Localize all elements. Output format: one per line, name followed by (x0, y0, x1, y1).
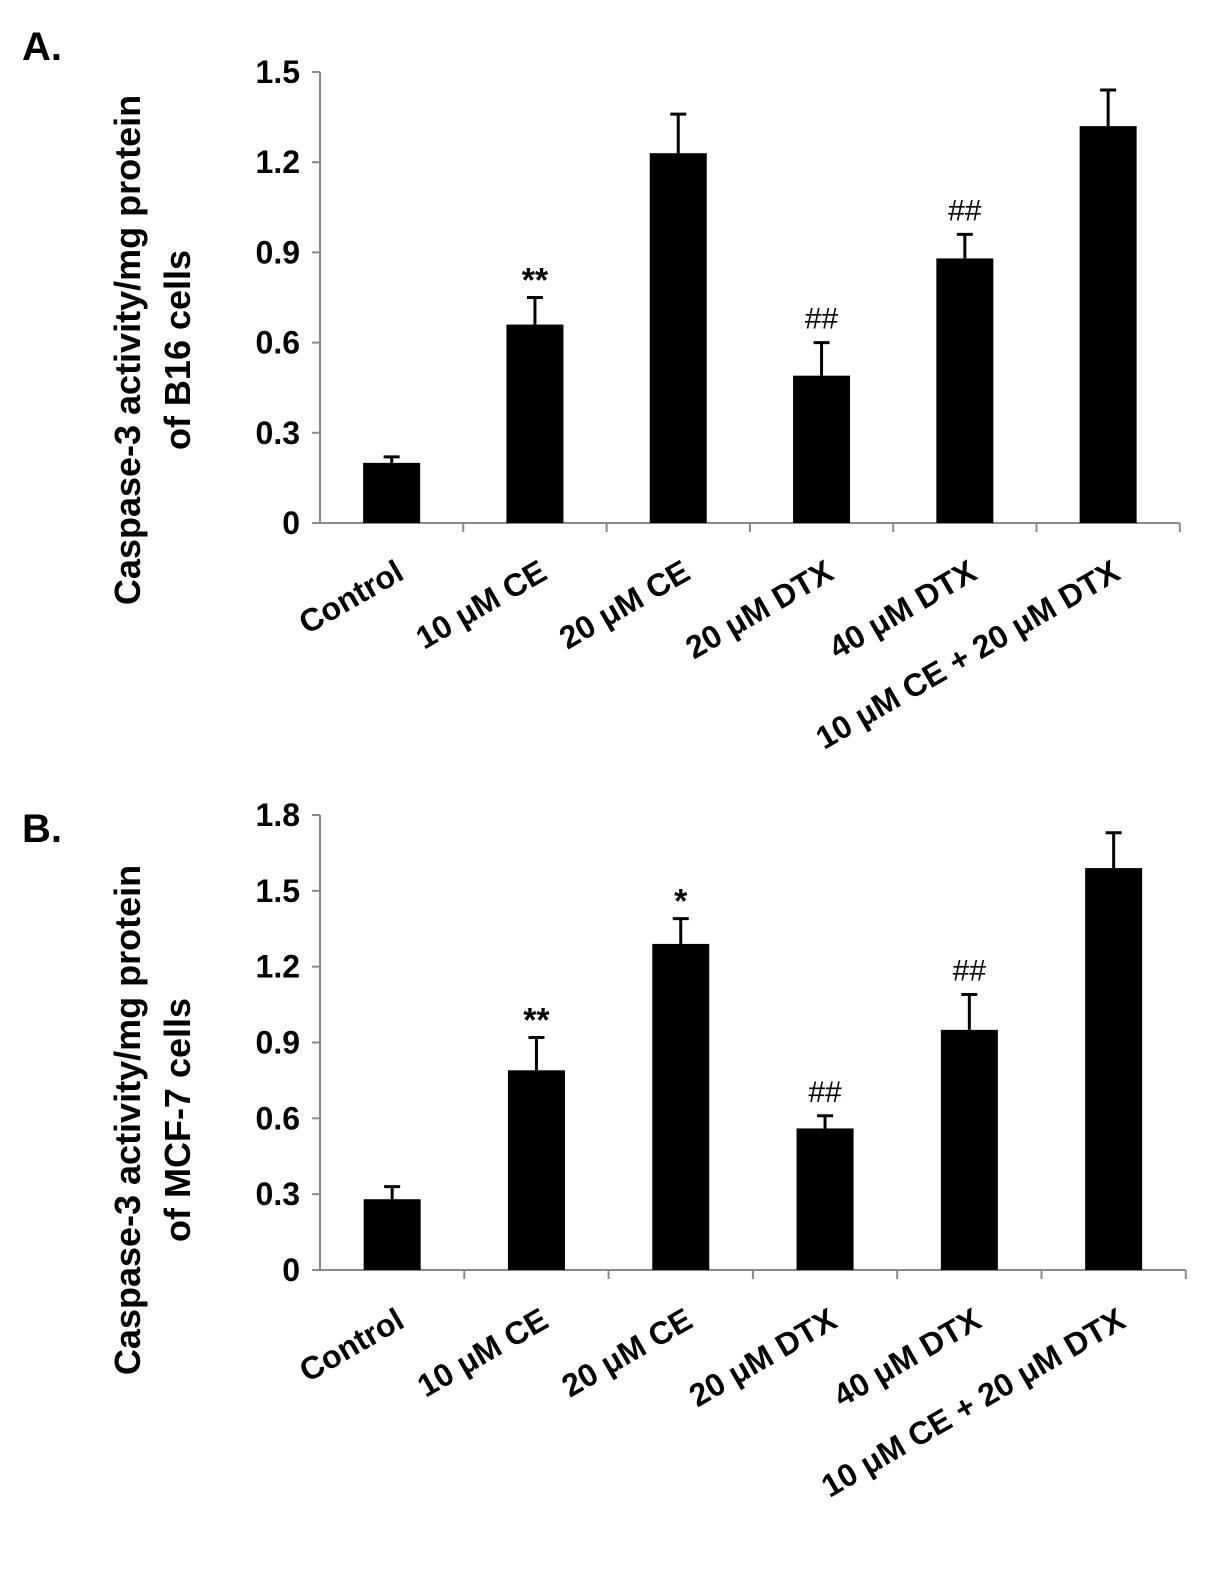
panel-b-significance-label: ## (808, 1076, 842, 1109)
panel-b-category-label: 10 μM CE (411, 1301, 554, 1404)
panel-b-bar (363, 1199, 421, 1270)
panel-a-bar (793, 375, 851, 523)
panel-b-y-title-line2: of MCF-7 cells (157, 998, 198, 1242)
panel-a-category-label: 10 μM CE (410, 553, 553, 656)
panel-b-significance-label: * (674, 883, 688, 921)
panel-a-y-tick-label: 1.5 (256, 54, 300, 90)
panel-a-bar (936, 258, 994, 523)
panel-b-category-label: 20 μM DTX (683, 1301, 843, 1414)
panel-b-bar (652, 943, 710, 1270)
panel-b-label: B. (22, 807, 62, 851)
panel-a-category-label: Control (293, 553, 410, 641)
panel-a-y-title-line2: of B16 cells (157, 250, 198, 450)
panel-b-y-tick-label: 1.5 (256, 873, 300, 909)
panel-b-significance-label: ## (953, 954, 987, 987)
panel-a-significance-label: ## (948, 194, 982, 227)
panel-b-y-tick-label: 1.2 (256, 949, 300, 985)
panel-a-bar (1079, 126, 1137, 524)
panel-b-bar (507, 1070, 565, 1270)
panel-b-y-tick-label: 0.9 (256, 1025, 300, 1061)
panel-a-y-tick-label: 0.6 (256, 325, 300, 361)
panel-b-bar (1085, 868, 1143, 1270)
panel-a-y-tick-label: 0 (282, 505, 300, 541)
panel-a-significance-label: ## (805, 303, 839, 336)
panel-b-y-tick-label: 0.6 (256, 1100, 300, 1136)
panel-a-category-label: 20 μM CE (553, 553, 696, 656)
panel-b-y-tick-label: 0 (282, 1252, 300, 1288)
panel-a-bar (649, 153, 707, 523)
panel-b-bar (940, 1029, 998, 1270)
panel-b-y-title-line1: Caspase-3 activity/mg protein (107, 865, 148, 1375)
panel-b-y-tick-label: 0.3 (256, 1176, 300, 1212)
panel-b-significance-label: ** (523, 1001, 550, 1039)
panel-a-bar (506, 324, 564, 523)
panel-b-category-label: Control (293, 1301, 410, 1389)
panel-b-bar (796, 1128, 854, 1270)
panel-a-bar (363, 462, 421, 523)
panel-b-category-label: 20 μM CE (555, 1301, 698, 1404)
panel-a-y-tick-label: 0.3 (256, 415, 300, 451)
panel-a: A. Caspase-3 activity/mg protein of B16 … (22, 25, 1181, 756)
panel-a-significance-label: ** (522, 262, 549, 300)
panel-a-y-tick-label: 1.2 (256, 144, 300, 180)
panel-a-y-tick-label: 0.9 (256, 234, 300, 270)
panel-a-category-label: 20 μM DTX (679, 553, 839, 666)
panel-b-y-tick-label: 1.8 (256, 797, 300, 833)
panel-a-y-title-line1: Caspase-3 activity/mg protein (107, 95, 148, 605)
panel-b: B. Caspase-3 activity/mg protein of MCF-… (22, 797, 1187, 1504)
panel-a-label: A. (22, 25, 62, 69)
